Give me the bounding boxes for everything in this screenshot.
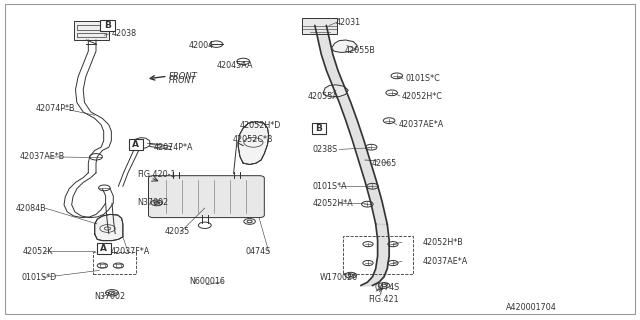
Text: 42052H*A: 42052H*A <box>312 199 353 208</box>
Text: 42052K: 42052K <box>22 247 53 256</box>
Bar <box>77 25 106 30</box>
Polygon shape <box>332 40 357 52</box>
Text: 0474S: 0474S <box>374 283 399 292</box>
Text: 42052C*B: 42052C*B <box>232 135 273 144</box>
Text: FRONT: FRONT <box>168 72 197 81</box>
Bar <box>100 20 115 31</box>
Text: A: A <box>132 140 139 149</box>
Text: 42037AE*A: 42037AE*A <box>422 257 468 266</box>
Bar <box>93 252 136 274</box>
Text: 0474S: 0474S <box>245 247 270 256</box>
Text: 42037F*A: 42037F*A <box>111 247 150 256</box>
Text: FRONT: FRONT <box>168 76 196 85</box>
Text: FIG.420-1: FIG.420-1 <box>138 170 176 179</box>
Text: 42052H*C: 42052H*C <box>402 92 443 100</box>
Bar <box>77 33 106 37</box>
Text: 42055B: 42055B <box>344 46 375 55</box>
Polygon shape <box>238 122 269 164</box>
FancyBboxPatch shape <box>148 176 264 218</box>
Text: 42035: 42035 <box>165 228 190 236</box>
Text: FIG.421: FIG.421 <box>368 295 399 304</box>
Bar <box>74 21 109 40</box>
Text: 0101S*D: 0101S*D <box>21 273 56 282</box>
Bar <box>129 139 143 150</box>
Text: N600016: N600016 <box>189 277 225 286</box>
Polygon shape <box>323 85 348 97</box>
Text: 42065: 42065 <box>371 159 396 168</box>
Text: 0238S: 0238S <box>312 145 337 154</box>
Text: 42045AA: 42045AA <box>216 61 253 70</box>
Text: B: B <box>316 124 322 133</box>
Text: 42074P*A: 42074P*A <box>154 143 193 152</box>
Bar <box>312 123 326 134</box>
Text: A420001704: A420001704 <box>506 303 556 312</box>
Text: 42037AE*A: 42037AE*A <box>399 120 444 129</box>
Text: 42052H*D: 42052H*D <box>240 121 282 130</box>
Text: N37002: N37002 <box>95 292 126 301</box>
Text: 42031: 42031 <box>336 18 361 27</box>
Polygon shape <box>95 214 123 241</box>
Text: B: B <box>104 21 111 30</box>
Bar <box>343 236 413 274</box>
Text: 42055A: 42055A <box>307 92 338 100</box>
Text: W170026: W170026 <box>320 273 358 282</box>
Text: 0101S*A: 0101S*A <box>312 182 347 191</box>
Bar <box>97 243 111 254</box>
Text: 42038: 42038 <box>112 29 137 38</box>
Text: N37002: N37002 <box>138 198 169 207</box>
Text: 42004: 42004 <box>189 41 214 50</box>
Text: 42074P*B: 42074P*B <box>35 104 75 113</box>
Text: 42084B: 42084B <box>16 204 47 212</box>
Text: 42052H*B: 42052H*B <box>422 238 463 247</box>
Text: A: A <box>100 244 107 253</box>
Text: 0101S*C: 0101S*C <box>405 74 440 83</box>
Text: 42037AE*B: 42037AE*B <box>19 152 65 161</box>
Bar <box>302 18 337 34</box>
